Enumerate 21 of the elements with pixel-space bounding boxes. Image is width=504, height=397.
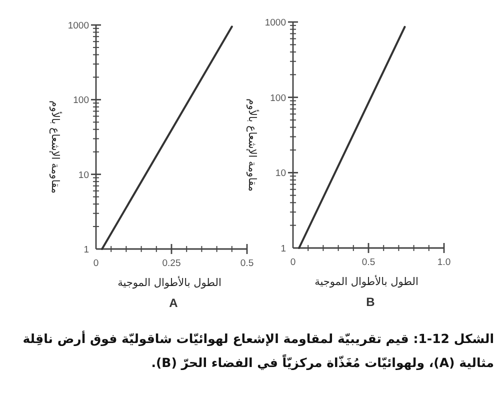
y-tick-label: 1	[84, 244, 89, 256]
x-tick-label: 1.0	[437, 257, 451, 268]
y-tick-label: 100	[73, 95, 89, 106]
x-tick-label: 0.25	[162, 258, 181, 269]
y-tick-label: 10	[78, 170, 89, 181]
y-tick-label: 1	[280, 244, 286, 254]
y-axis-title: مقاومة الإشعاع بالأوم	[49, 100, 63, 194]
text: A	[169, 296, 178, 310]
y-tick-label: 10	[275, 168, 286, 180]
x-tick-label: 0	[290, 257, 296, 268]
y-axis-title: مقاومة الإشعاع بالأوم	[246, 98, 260, 192]
y-tick-label: 100	[270, 92, 286, 104]
x-axis-title: الطول بالأطوال الموجية	[118, 275, 222, 289]
x-tick-label: 0	[93, 258, 99, 269]
text: الشكل 12-1: قيم تقريبيّة لمقاومة الإشعاع لهوائيّات شاقوليّة فوق أرض ناقِلة مثالية (A)، ولهوائيّات مُغَذّاة مركزيّاً في الفضاء الحرّ (B).	[22, 330, 494, 372]
text: B	[366, 295, 376, 309]
x-tick-label: 0.5	[362, 257, 376, 268]
x-tick-label: 0.5	[240, 258, 254, 269]
y-tick-label: 1000	[68, 20, 89, 32]
y-tick-label: 1000	[264, 18, 286, 28]
x-axis-title: الطول بالأطوال الموجية	[314, 274, 418, 288]
